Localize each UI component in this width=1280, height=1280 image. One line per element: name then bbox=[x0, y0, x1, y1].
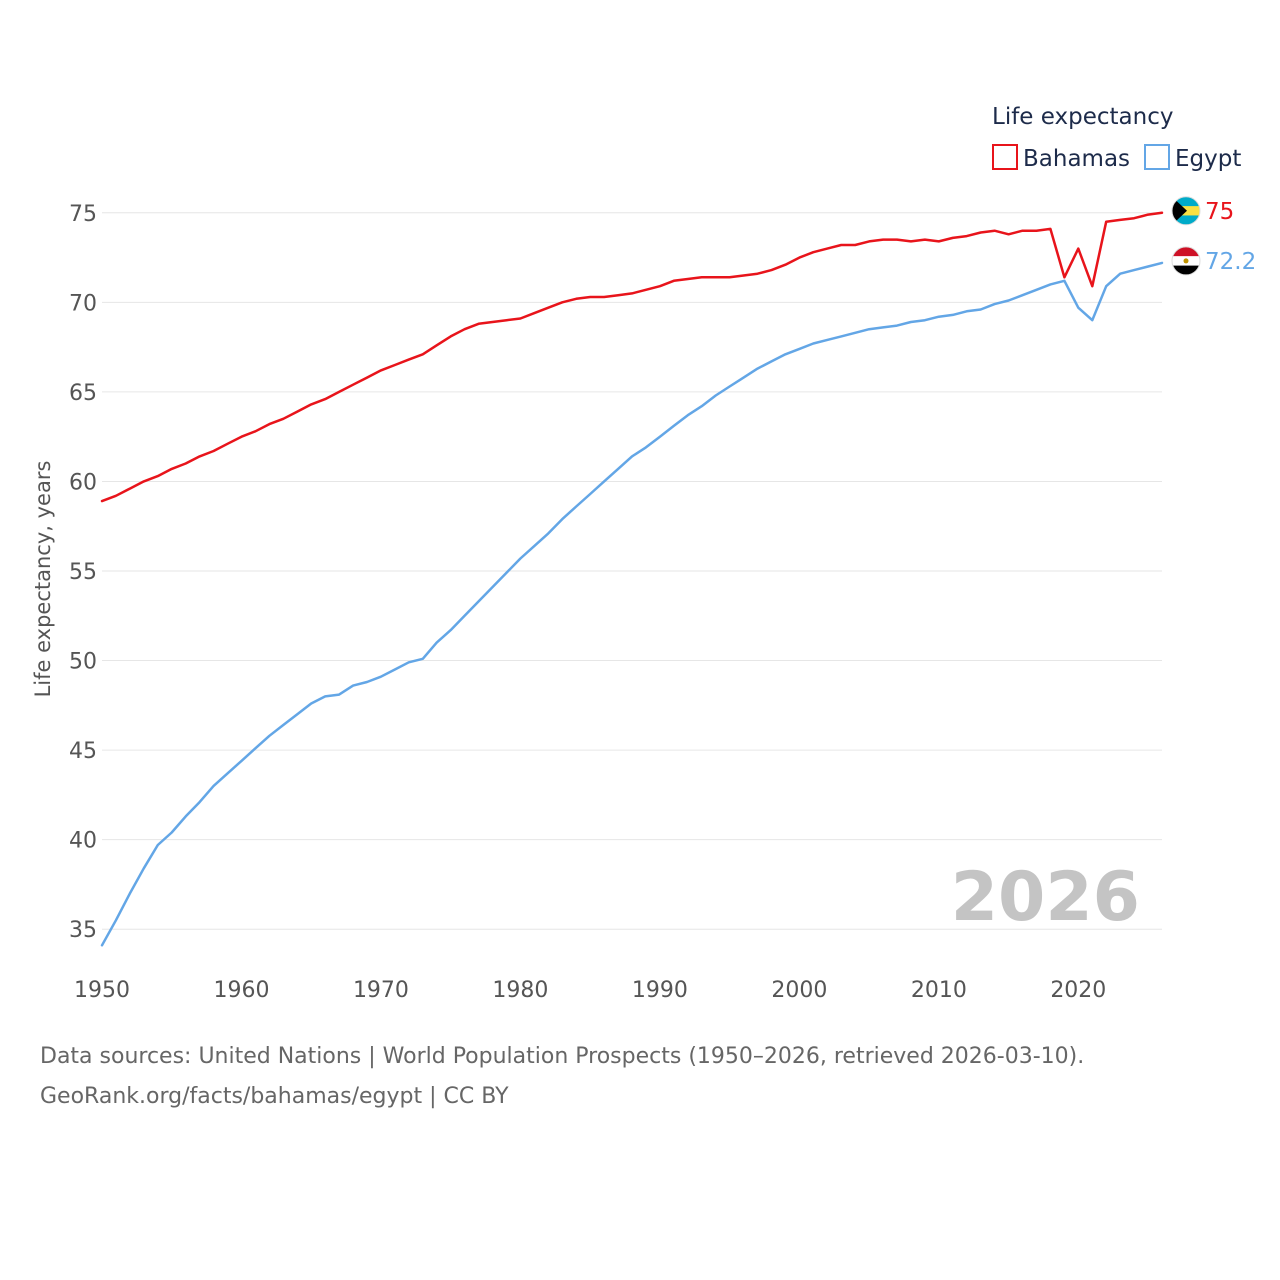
grid-layer bbox=[102, 212, 1162, 930]
x-axis-ticks: 1950 1960 1970 1980 1990 2000 2010 2020 bbox=[74, 978, 1106, 1003]
x-tick-label-1990: 1990 bbox=[632, 978, 688, 1003]
series-layer bbox=[100, 211, 1164, 947]
y-axis-title: Life expectancy, years bbox=[31, 461, 55, 698]
series-line-bahamas bbox=[100, 211, 1164, 503]
x-tick-label-2010: 2010 bbox=[911, 978, 967, 1003]
y-tick-label-70: 70 bbox=[69, 291, 97, 316]
legend-label-bahamas: Bahamas bbox=[1023, 146, 1130, 172]
legend-item-bahamas[interactable]: Bahamas bbox=[992, 144, 1130, 172]
legend-label-egypt: Egypt bbox=[1175, 146, 1241, 172]
x-tick-label-2000: 2000 bbox=[771, 978, 827, 1003]
y-tick-label-45: 45 bbox=[69, 739, 97, 764]
flag-band-bottom bbox=[1172, 265, 1200, 275]
legend-item-egypt[interactable]: Egypt bbox=[1144, 144, 1241, 172]
flag-outline bbox=[1171, 246, 1201, 276]
y-axis-ticks: 35 40 45 50 55 60 65 70 75 bbox=[69, 202, 97, 943]
egypt-flag bbox=[1171, 246, 1201, 276]
bahamas-flag bbox=[1171, 196, 1201, 226]
legend-title: Life expectancy bbox=[992, 104, 1173, 130]
y-tick-label-50: 50 bbox=[69, 650, 97, 675]
legend-swatch-bahamas bbox=[992, 144, 1018, 170]
series-line-egypt bbox=[100, 261, 1164, 947]
x-tick-label-1970: 1970 bbox=[353, 978, 409, 1003]
y-tick-label-75: 75 bbox=[69, 202, 97, 227]
footer-sources: Data sources: United Nations | World Pop… bbox=[40, 1044, 1085, 1069]
x-tick-label-2020: 2020 bbox=[1050, 978, 1106, 1003]
legend-swatch-egypt bbox=[1144, 144, 1170, 170]
x-tick-label-1960: 1960 bbox=[213, 978, 269, 1003]
flag-emblem bbox=[1183, 258, 1189, 264]
y-tick-label-60: 60 bbox=[69, 470, 97, 495]
flag-band-top bbox=[1172, 246, 1200, 257]
x-tick-label-1950: 1950 bbox=[74, 978, 130, 1003]
x-tick-label-1980: 1980 bbox=[492, 978, 548, 1003]
end-labels: 75 72.2 bbox=[1171, 196, 1256, 276]
legend: Life expectancy Bahamas Egypt bbox=[992, 104, 1241, 172]
footer-attribution[interactable]: GeoRank.org/facts/bahamas/egypt | CC BY bbox=[40, 1084, 509, 1109]
end-label-bahamas: 75 bbox=[1205, 199, 1234, 225]
y-tick-label-40: 40 bbox=[69, 829, 97, 854]
year-watermark: 2026 bbox=[951, 858, 1140, 937]
y-tick-label-55: 55 bbox=[69, 560, 97, 585]
y-tick-label-35: 35 bbox=[69, 918, 97, 943]
flag-outline bbox=[1171, 196, 1201, 226]
y-tick-label-65: 65 bbox=[69, 381, 97, 406]
flag-triangle bbox=[1172, 196, 1187, 225]
end-label-egypt: 72.2 bbox=[1205, 249, 1256, 275]
